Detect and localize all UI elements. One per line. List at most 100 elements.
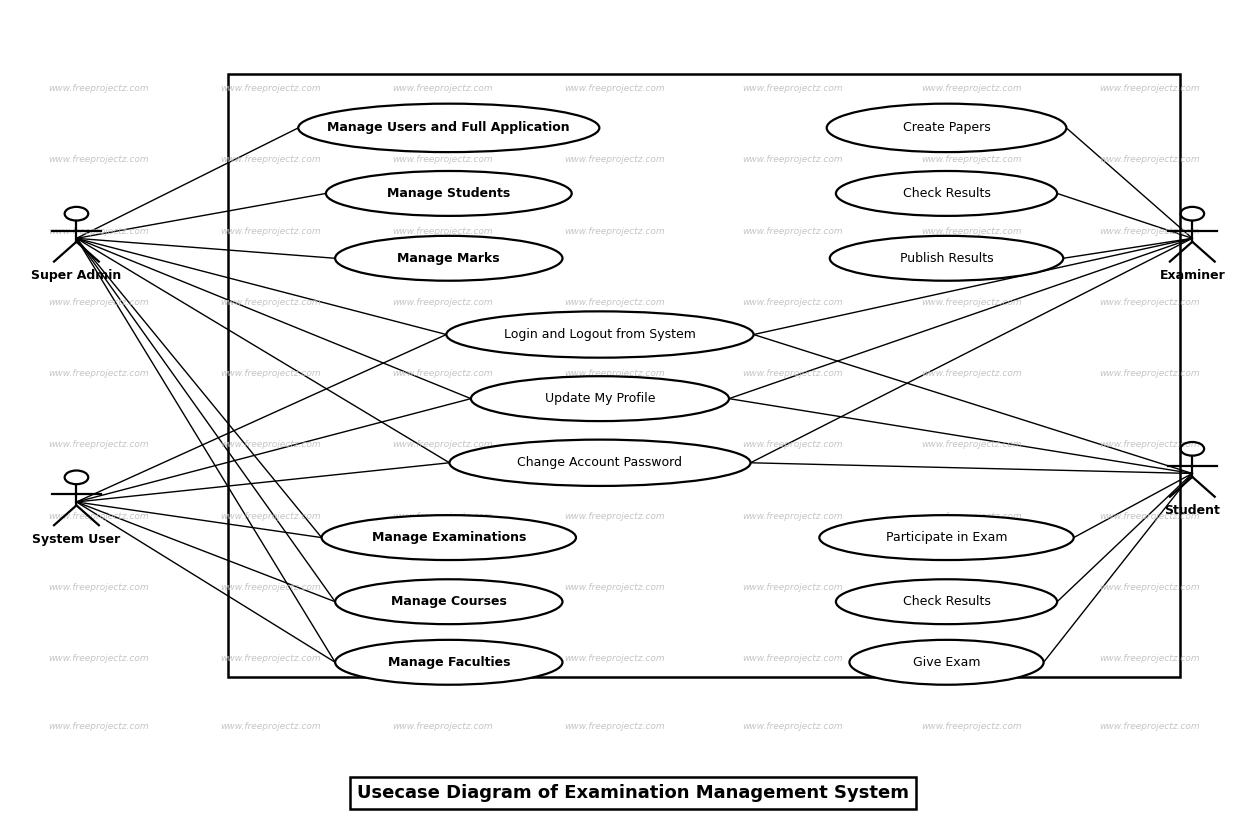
Text: www.freeprojectz.com: www.freeprojectz.com — [920, 512, 1022, 521]
Ellipse shape — [826, 104, 1066, 152]
Text: www.freeprojectz.com: www.freeprojectz.com — [48, 441, 149, 450]
Text: www.freeprojectz.com: www.freeprojectz.com — [1099, 84, 1200, 93]
Text: www.freeprojectz.com: www.freeprojectz.com — [48, 369, 149, 378]
Text: www.freeprojectz.com: www.freeprojectz.com — [221, 369, 321, 378]
Text: www.freeprojectz.com: www.freeprojectz.com — [221, 298, 321, 307]
Text: www.freeprojectz.com: www.freeprojectz.com — [221, 156, 321, 165]
Text: Give Exam: Give Exam — [913, 656, 981, 669]
Text: www.freeprojectz.com: www.freeprojectz.com — [920, 227, 1022, 236]
Text: www.freeprojectz.com: www.freeprojectz.com — [1099, 298, 1200, 307]
Text: www.freeprojectz.com: www.freeprojectz.com — [393, 512, 493, 521]
Ellipse shape — [836, 579, 1057, 624]
Text: www.freeprojectz.com: www.freeprojectz.com — [564, 84, 665, 93]
Text: www.freeprojectz.com: www.freeprojectz.com — [920, 441, 1022, 450]
Text: www.freeprojectz.com: www.freeprojectz.com — [742, 512, 843, 521]
Ellipse shape — [830, 236, 1063, 281]
Text: www.freeprojectz.com: www.freeprojectz.com — [1099, 156, 1200, 165]
Text: www.freeprojectz.com: www.freeprojectz.com — [742, 654, 843, 663]
Text: www.freeprojectz.com: www.freeprojectz.com — [742, 441, 843, 450]
Text: Examiner: Examiner — [1160, 269, 1225, 282]
Text: Usecase Diagram of Examination Management System: Usecase Diagram of Examination Managemen… — [357, 784, 909, 802]
FancyBboxPatch shape — [228, 75, 1180, 676]
Text: Create Papers: Create Papers — [903, 121, 991, 134]
Text: www.freeprojectz.com: www.freeprojectz.com — [742, 84, 843, 93]
Text: Update My Profile: Update My Profile — [544, 392, 655, 405]
Text: www.freeprojectz.com: www.freeprojectz.com — [564, 512, 665, 521]
Text: Manage Courses: Manage Courses — [391, 595, 507, 609]
Text: www.freeprojectz.com: www.freeprojectz.com — [393, 722, 493, 731]
Text: www.freeprojectz.com: www.freeprojectz.com — [564, 227, 665, 236]
Text: www.freeprojectz.com: www.freeprojectz.com — [1099, 512, 1200, 521]
Text: www.freeprojectz.com: www.freeprojectz.com — [564, 298, 665, 307]
Text: www.freeprojectz.com: www.freeprojectz.com — [1099, 227, 1200, 236]
Text: Manage Marks: Manage Marks — [398, 251, 500, 265]
Text: www.freeprojectz.com: www.freeprojectz.com — [393, 298, 493, 307]
Text: www.freeprojectz.com: www.freeprojectz.com — [393, 84, 493, 93]
Text: Student: Student — [1165, 505, 1220, 518]
Text: www.freeprojectz.com: www.freeprojectz.com — [221, 512, 321, 521]
Text: Participate in Exam: Participate in Exam — [885, 531, 1007, 544]
Text: www.freeprojectz.com: www.freeprojectz.com — [1099, 654, 1200, 663]
Text: Manage Users and Full Application: Manage Users and Full Application — [327, 121, 571, 134]
Text: Super Admin: Super Admin — [31, 269, 122, 282]
Text: www.freeprojectz.com: www.freeprojectz.com — [920, 84, 1022, 93]
Text: www.freeprojectz.com: www.freeprojectz.com — [920, 654, 1022, 663]
Text: Publish Results: Publish Results — [899, 251, 993, 265]
Text: Manage Examinations: Manage Examinations — [371, 531, 525, 544]
Text: www.freeprojectz.com: www.freeprojectz.com — [221, 84, 321, 93]
Ellipse shape — [446, 311, 754, 358]
Text: www.freeprojectz.com: www.freeprojectz.com — [393, 369, 493, 378]
Text: www.freeprojectz.com: www.freeprojectz.com — [221, 583, 321, 592]
Ellipse shape — [335, 640, 563, 685]
Text: www.freeprojectz.com: www.freeprojectz.com — [742, 722, 843, 731]
Ellipse shape — [335, 579, 563, 624]
Text: www.freeprojectz.com: www.freeprojectz.com — [1099, 369, 1200, 378]
Text: www.freeprojectz.com: www.freeprojectz.com — [742, 227, 843, 236]
Text: www.freeprojectz.com: www.freeprojectz.com — [393, 156, 493, 165]
Text: www.freeprojectz.com: www.freeprojectz.com — [48, 654, 149, 663]
Ellipse shape — [836, 171, 1057, 216]
Text: www.freeprojectz.com: www.freeprojectz.com — [48, 156, 149, 165]
Text: www.freeprojectz.com: www.freeprojectz.com — [1099, 441, 1200, 450]
Text: www.freeprojectz.com: www.freeprojectz.com — [920, 722, 1022, 731]
Text: www.freeprojectz.com: www.freeprojectz.com — [1099, 583, 1200, 592]
Text: www.freeprojectz.com: www.freeprojectz.com — [742, 298, 843, 307]
Text: www.freeprojectz.com: www.freeprojectz.com — [48, 84, 149, 93]
Text: www.freeprojectz.com: www.freeprojectz.com — [920, 298, 1022, 307]
Ellipse shape — [321, 515, 576, 560]
Text: Manage Faculties: Manage Faculties — [387, 656, 510, 669]
Text: www.freeprojectz.com: www.freeprojectz.com — [48, 512, 149, 521]
Text: www.freeprojectz.com: www.freeprojectz.com — [742, 369, 843, 378]
Text: www.freeprojectz.com: www.freeprojectz.com — [48, 298, 149, 307]
Ellipse shape — [472, 376, 729, 421]
Text: Check Results: Check Results — [903, 595, 991, 609]
Text: www.freeprojectz.com: www.freeprojectz.com — [564, 583, 665, 592]
Text: www.freeprojectz.com: www.freeprojectz.com — [564, 654, 665, 663]
Text: www.freeprojectz.com: www.freeprojectz.com — [920, 156, 1022, 165]
Text: Login and Logout from System: Login and Logout from System — [504, 328, 696, 341]
Text: www.freeprojectz.com: www.freeprojectz.com — [393, 654, 493, 663]
Ellipse shape — [449, 440, 750, 486]
Text: Check Results: Check Results — [903, 187, 991, 200]
Ellipse shape — [298, 104, 599, 152]
Text: www.freeprojectz.com: www.freeprojectz.com — [742, 156, 843, 165]
Text: Change Account Password: Change Account Password — [518, 456, 682, 469]
Text: www.freeprojectz.com: www.freeprojectz.com — [564, 441, 665, 450]
Text: System User: System User — [33, 532, 120, 545]
Text: Manage Students: Manage Students — [387, 187, 510, 200]
Text: www.freeprojectz.com: www.freeprojectz.com — [564, 369, 665, 378]
Text: www.freeprojectz.com: www.freeprojectz.com — [48, 583, 149, 592]
Text: www.freeprojectz.com: www.freeprojectz.com — [920, 369, 1022, 378]
Ellipse shape — [326, 171, 572, 216]
Text: www.freeprojectz.com: www.freeprojectz.com — [564, 722, 665, 731]
Text: www.freeprojectz.com: www.freeprojectz.com — [1099, 722, 1200, 731]
Ellipse shape — [335, 236, 563, 281]
Ellipse shape — [849, 640, 1043, 685]
Text: www.freeprojectz.com: www.freeprojectz.com — [221, 654, 321, 663]
Text: www.freeprojectz.com: www.freeprojectz.com — [564, 156, 665, 165]
Text: www.freeprojectz.com: www.freeprojectz.com — [393, 227, 493, 236]
Text: www.freeprojectz.com: www.freeprojectz.com — [393, 441, 493, 450]
Text: www.freeprojectz.com: www.freeprojectz.com — [221, 722, 321, 731]
Text: www.freeprojectz.com: www.freeprojectz.com — [920, 583, 1022, 592]
Text: www.freeprojectz.com: www.freeprojectz.com — [221, 441, 321, 450]
